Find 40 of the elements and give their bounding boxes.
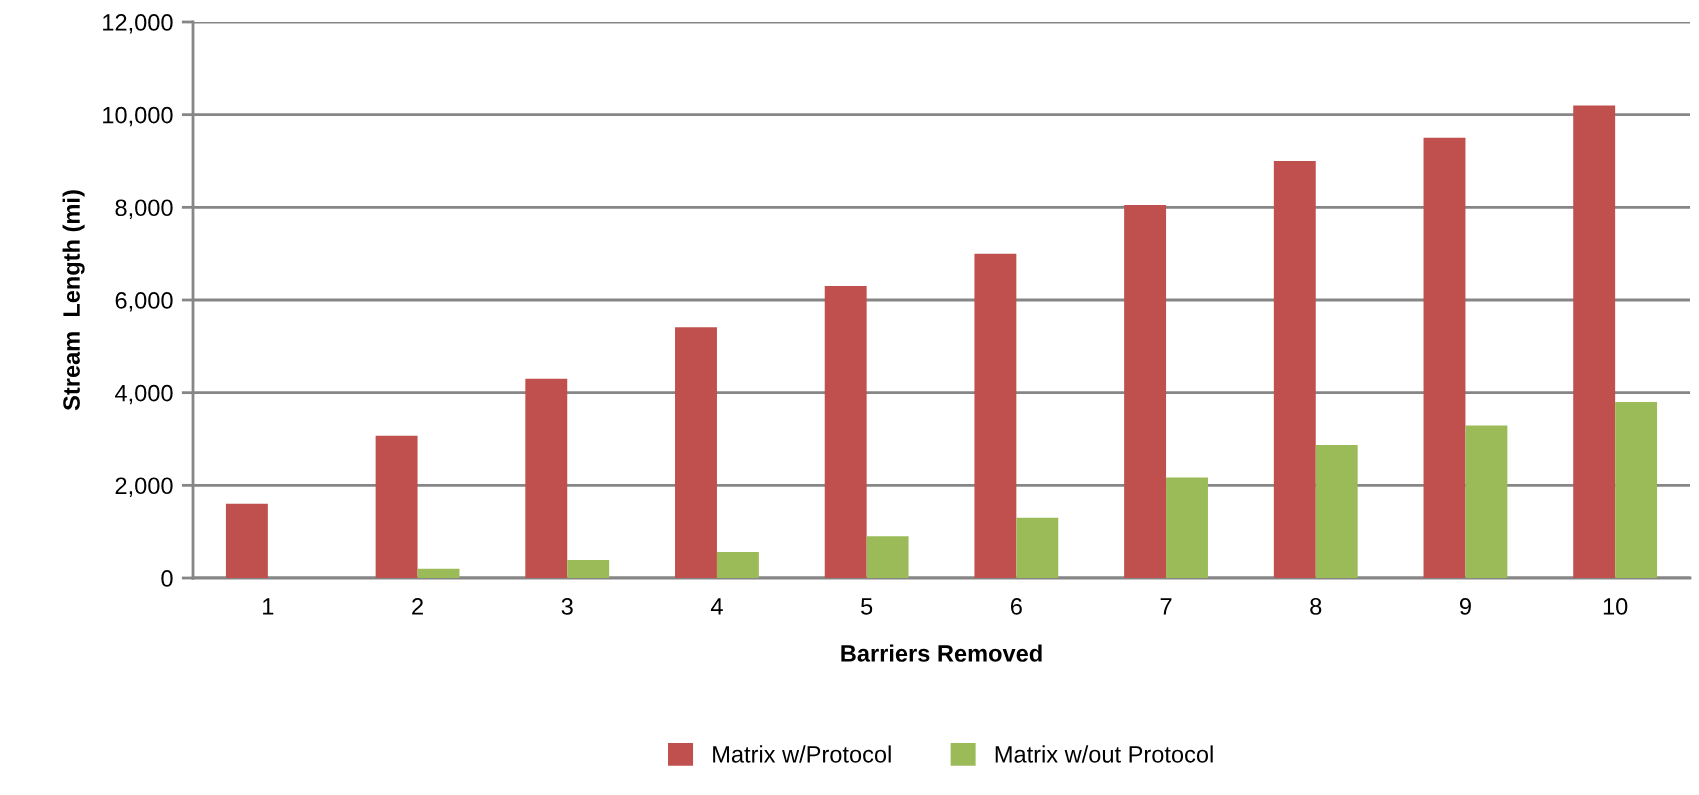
y-tick-label: 4,000 [115, 384, 173, 405]
y-tick-label: 2,000 [115, 477, 173, 497]
bar [375, 435, 418, 578]
bar [1166, 477, 1208, 578]
bar [866, 536, 909, 578]
bar [225, 503, 268, 578]
bar [1273, 161, 1316, 578]
bar [1016, 517, 1059, 578]
x-tick-label: 10 [1603, 598, 1628, 615]
bar [1315, 445, 1358, 578]
x-tick-label: 7 [1160, 598, 1172, 615]
x-tick-label: 9 [1459, 598, 1471, 615]
x-tick-label: 2 [412, 598, 423, 615]
x-tick-label: 4 [710, 598, 723, 615]
bar [1615, 401, 1658, 578]
bar [824, 286, 867, 578]
bar [417, 568, 460, 578]
y-axis-title: Stream Length (mi) [62, 190, 85, 411]
y-tick-label: 6,000 [115, 292, 173, 312]
bar [1465, 425, 1508, 578]
y-tick-label: 12,000 [103, 14, 173, 34]
x-tick-label: 8 [1310, 598, 1322, 615]
y-tick-label: 0 [161, 570, 173, 587]
x-tick-label: 5 [861, 598, 873, 615]
legend-label: Matrix w/Protocol [713, 745, 891, 763]
y-tick-label: 8,000 [115, 199, 173, 219]
bar [1573, 105, 1616, 578]
x-tick-label: 3 [561, 598, 573, 615]
bar [1124, 205, 1167, 578]
bar [1423, 137, 1466, 578]
bar [525, 378, 568, 578]
bar [675, 327, 717, 578]
bar [567, 559, 610, 578]
bar [974, 253, 1017, 578]
x-tick-label: 1 [263, 598, 274, 615]
x-tick-label: 6 [1010, 598, 1022, 615]
y-tick-label: 10,000 [103, 106, 173, 127]
legend-label: Matrix w/out Protocol [995, 745, 1213, 763]
bar [716, 552, 759, 578]
x-axis-title: Barriers Removed [841, 644, 1042, 662]
